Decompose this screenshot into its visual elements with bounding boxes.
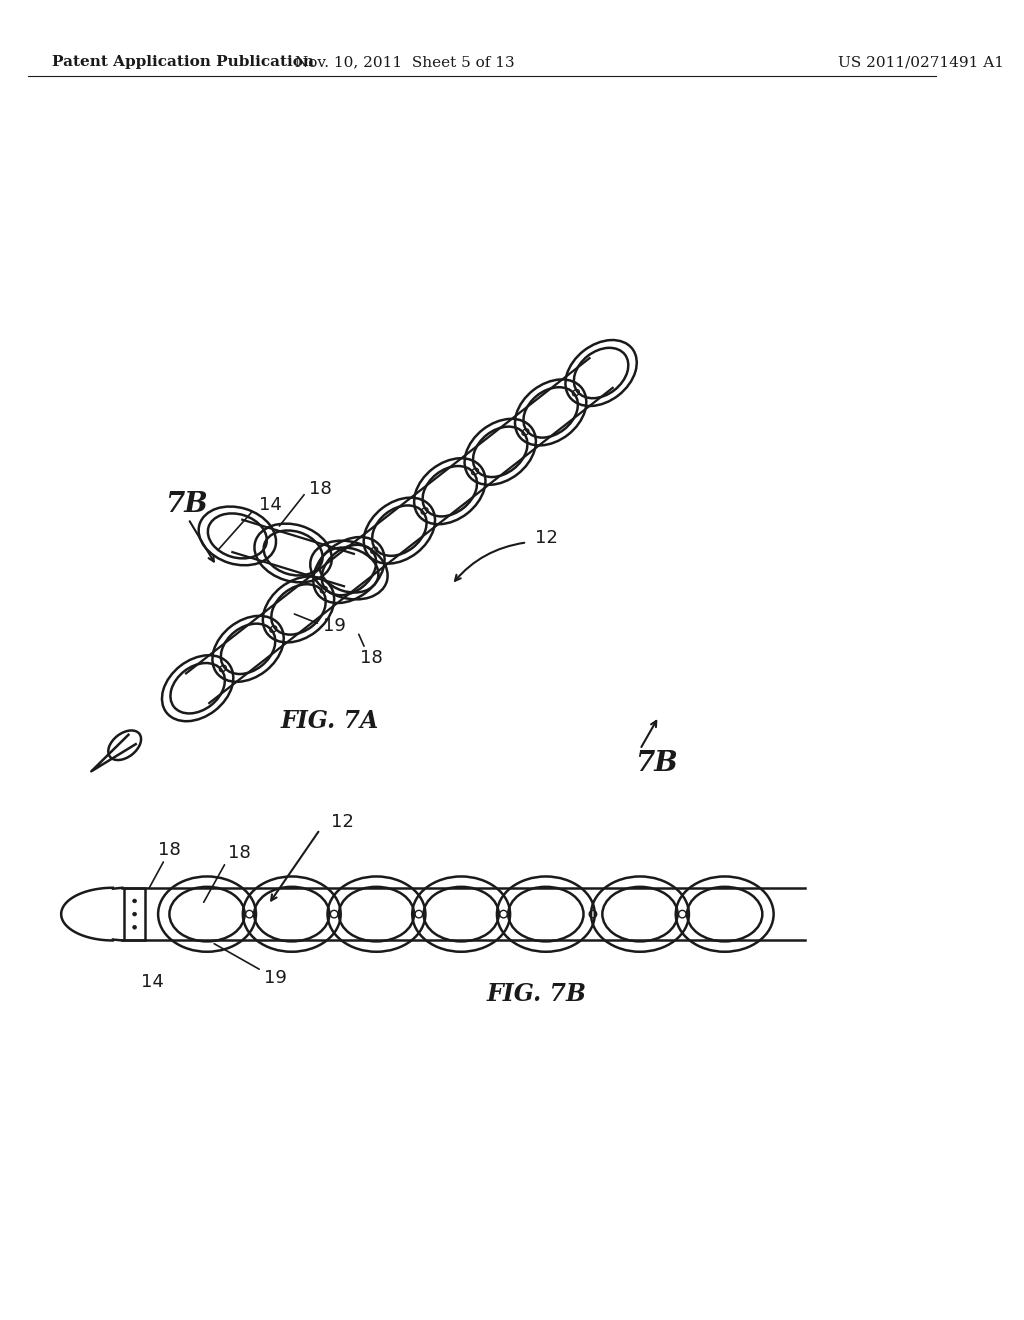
Text: 18: 18: [359, 649, 382, 667]
Text: 14: 14: [141, 973, 164, 991]
Text: 12: 12: [332, 813, 354, 830]
Text: US 2011/0271491 A1: US 2011/0271491 A1: [838, 55, 1004, 70]
Text: Nov. 10, 2011  Sheet 5 of 13: Nov. 10, 2011 Sheet 5 of 13: [295, 55, 514, 70]
Text: 18: 18: [158, 841, 181, 859]
Text: 7B: 7B: [165, 491, 208, 519]
Text: Patent Application Publication: Patent Application Publication: [52, 55, 313, 70]
Text: 14: 14: [259, 496, 282, 513]
Ellipse shape: [133, 925, 136, 929]
Text: 12: 12: [535, 528, 557, 546]
Text: 18: 18: [227, 843, 251, 862]
Ellipse shape: [133, 912, 136, 916]
Text: 19: 19: [323, 618, 346, 635]
Text: FIG. 7B: FIG. 7B: [486, 982, 587, 1006]
Text: 7B: 7B: [635, 750, 678, 777]
Text: 19: 19: [263, 969, 287, 987]
Text: FIG. 7A: FIG. 7A: [281, 709, 379, 733]
Ellipse shape: [133, 899, 136, 903]
Bar: [124, 888, 145, 940]
Text: 18: 18: [308, 479, 332, 498]
